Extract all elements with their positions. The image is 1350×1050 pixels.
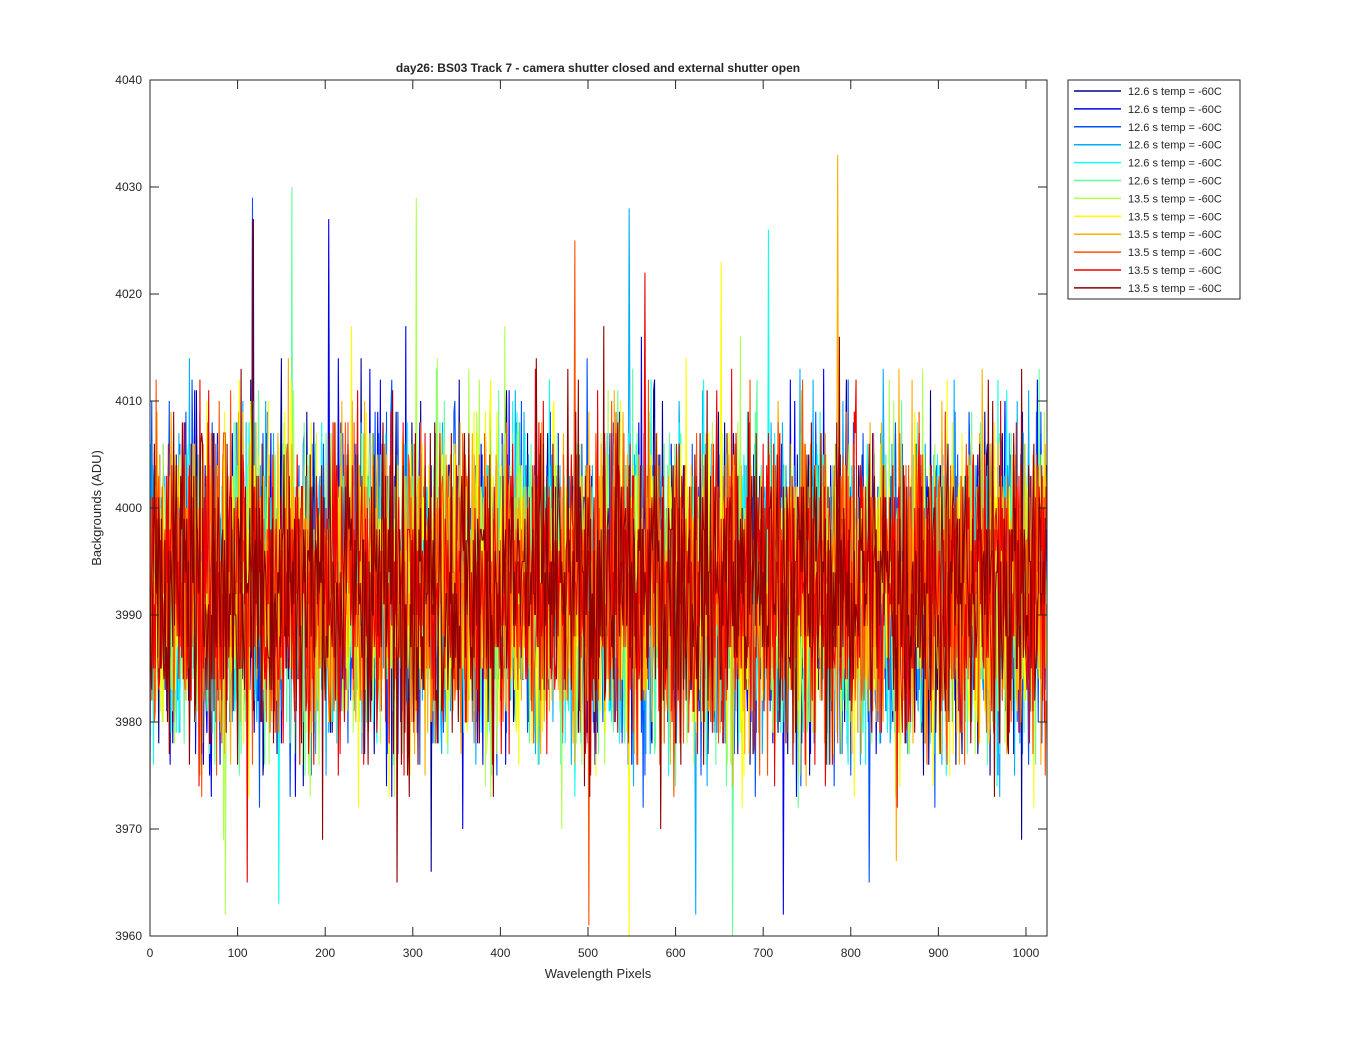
y-tick-label: 4030: [115, 180, 142, 194]
legend-label: 13.5 s temp = -60C: [1128, 265, 1222, 277]
legend-label: 13.5 s temp = -60C: [1128, 283, 1222, 295]
y-tick-label: 4040: [115, 73, 142, 87]
x-tick-label: 100: [228, 946, 248, 960]
legend-label: 12.6 s temp = -60C: [1128, 158, 1222, 170]
x-tick-label: 400: [490, 946, 510, 960]
x-tick-label: 1000: [1013, 946, 1040, 960]
legend-label: 13.5 s temp = -60C: [1128, 247, 1222, 259]
series-line-12: [150, 219, 1047, 883]
chart-title: day26: BS03 Track 7 - camera shutter clo…: [396, 61, 800, 75]
y-axis-label: Backgrounds (ADU): [89, 450, 104, 566]
x-tick-label: 900: [928, 946, 948, 960]
y-tick-label: 3980: [115, 715, 142, 729]
legend-label: 12.6 s temp = -60C: [1128, 122, 1222, 134]
x-axis-label: Wavelength Pixels: [545, 966, 652, 981]
y-tick-label: 3960: [115, 929, 142, 943]
x-tick-label: 300: [403, 946, 423, 960]
x-tick-label: 0: [147, 946, 154, 960]
legend-label: 12.6 s temp = -60C: [1128, 140, 1222, 152]
x-axis: 0 100 200 300 400 500 600 700 800 900 1000: [147, 80, 1040, 960]
legend-label: 12.6 s temp = -60C: [1128, 176, 1222, 188]
y-axis: 3960 3970 3980 3990 4000 4010 4020 4030 4040: [115, 73, 1047, 943]
legend-label: 13.5 s temp = -60C: [1128, 229, 1222, 241]
legend-label: 13.5 s temp = -60C: [1128, 193, 1222, 205]
x-tick-label: 600: [666, 946, 686, 960]
y-tick-label: 4010: [115, 394, 142, 408]
y-tick-label: 4000: [115, 501, 142, 515]
x-tick-label: 200: [315, 946, 335, 960]
legend-label: 12.6 s temp = -60C: [1128, 86, 1222, 98]
legend-box: [1067, 79, 1241, 300]
legend: 12.6 s temp = -60C 12.6 s temp = -60C 12.6…: [1067, 79, 1241, 300]
y-tick-label: 3970: [115, 822, 142, 836]
x-tick-label: 800: [841, 946, 861, 960]
series-layer: [150, 154, 1047, 936]
x-tick-label: 700: [753, 946, 773, 960]
legend-label: 13.5 s temp = -60C: [1128, 211, 1222, 223]
y-tick-label: 3990: [115, 608, 142, 622]
x-tick-label: 500: [578, 946, 598, 960]
y-tick-label: 4020: [115, 287, 142, 301]
legend-label: 12.6 s temp = -60C: [1128, 104, 1222, 116]
